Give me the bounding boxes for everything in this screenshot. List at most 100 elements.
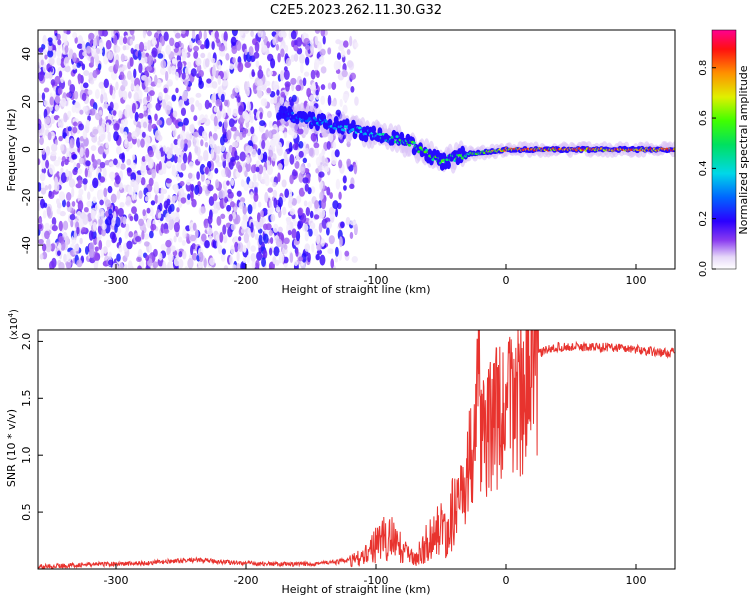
heatmap-cell: [133, 181, 139, 192]
heatmap-cell: [342, 104, 348, 115]
heatmap-cell: [197, 120, 202, 126]
heatmap-cell: [107, 113, 112, 120]
heatmap-cell: [38, 218, 43, 224]
heatmap-cell: [130, 47, 135, 55]
heatmap-cell: [200, 172, 205, 182]
heatmap-cell: [107, 51, 114, 61]
heatmap-cell: [81, 40, 86, 51]
heatmap-cell: [202, 184, 207, 192]
heatmap-cell: [354, 42, 359, 48]
heatmap-cell: [320, 84, 326, 90]
heatmap-cell: [112, 262, 119, 269]
heatmap-cell: [253, 88, 258, 95]
heatmap-cell: [111, 92, 116, 100]
heatmap-cell: [339, 98, 343, 108]
heatmap-cell: [154, 148, 159, 155]
heatmap-cell: [291, 198, 297, 206]
heatmap-cell: [302, 177, 309, 184]
heatmap-cell: [146, 30, 152, 37]
heatmap-cell: [82, 105, 88, 112]
heatmap-cell: [298, 140, 304, 149]
heatmap-cell: [309, 43, 314, 54]
heatmap-cell: [116, 190, 121, 200]
heatmap-cell: [203, 30, 207, 41]
heatmap-cell: [120, 53, 125, 63]
heatmap-cell: [445, 158, 449, 162]
heatmap-cell: [227, 226, 233, 238]
heatmap-cell: [199, 163, 206, 175]
heatmap-cell: [109, 101, 114, 111]
heatmap-cell: [114, 223, 118, 234]
heatmap-cell: [258, 164, 264, 175]
heatmap-cell: [141, 156, 146, 163]
heatmap-cell: [327, 94, 332, 106]
heatmap-cell: [226, 129, 232, 141]
heatmap-cell: [314, 30, 321, 34]
heatmap-cell: [68, 178, 76, 188]
heatmap-cell: [117, 207, 124, 217]
heatmap-cell: [212, 208, 219, 214]
heatmap-cell: [127, 260, 133, 269]
heatmap-cell: [305, 206, 311, 217]
heatmap-cell: [215, 179, 220, 189]
figure-title: C2E5.2023.262.11.30.G32: [270, 3, 442, 18]
heatmap-cell: [334, 246, 339, 257]
heatmap-cell: [264, 80, 271, 87]
heatmap-cell: [255, 60, 260, 68]
heatmap-cell: [198, 80, 204, 89]
heatmap-cell: [143, 42, 149, 50]
heatmap-cell: [38, 238, 44, 245]
heatmap-cell: [299, 79, 303, 85]
heatmap-cell: [340, 49, 346, 58]
heatmap-cell: [191, 198, 197, 208]
heatmap-cell: [140, 138, 145, 148]
heatmap-cell: [125, 196, 132, 207]
heatmap-cell: [107, 259, 114, 266]
heatmap-cell: [135, 174, 142, 184]
heatmap-cell: [122, 45, 127, 51]
heatmap-cell: [346, 158, 352, 167]
heatmap-cell: [78, 157, 85, 165]
heatmap-cell: [307, 252, 311, 263]
heatmap-cell: [183, 117, 189, 126]
heatmap-cell: [284, 44, 289, 53]
heatmap-cell: [205, 38, 209, 49]
heatmap-cell: [197, 39, 202, 46]
heatmap-cell: [107, 185, 113, 194]
heatmap-cell: [83, 137, 89, 147]
heatmap-cell: [172, 110, 178, 118]
heatmap-cell: [273, 246, 280, 257]
heatmap-cell: [346, 49, 351, 55]
heatmap-cell: [39, 253, 44, 260]
heatmap-cell: [154, 113, 158, 121]
heatmap-cell: [262, 166, 267, 176]
heatmap-cell: [300, 163, 306, 175]
heatmap-cell: [236, 161, 241, 170]
heatmap-cell: [326, 186, 331, 196]
heatmap-cell: [238, 201, 245, 210]
heatmap-cell: [209, 257, 216, 266]
heatmap-cell: [338, 191, 342, 200]
heatmap-cell: [252, 173, 257, 183]
heatmap-cell: [98, 81, 105, 89]
heatmap-cell: [79, 237, 83, 245]
heatmap-cell: [176, 162, 183, 173]
heatmap-cell: [98, 240, 103, 251]
heatmap-cell: [305, 147, 309, 154]
heatmap-cell: [174, 32, 181, 39]
spectrogram-heatmap: [38, 30, 675, 269]
heatmap-cell: [57, 87, 63, 95]
heatmap-cell: [61, 33, 68, 43]
heatmap-cell: [189, 124, 195, 133]
heatmap-cell: [142, 105, 147, 111]
heatmap-cell: [102, 103, 109, 109]
heatmap-cell: [178, 99, 185, 109]
heatmap-cell: [72, 168, 78, 176]
heatmap-cell: [71, 104, 76, 113]
heatmap-cell: [148, 230, 154, 239]
heatmap-cell: [250, 222, 254, 233]
heatmap-cell: [245, 145, 252, 153]
heatmap-cell: [204, 141, 209, 148]
heatmap-cell: [57, 122, 64, 128]
heatmap-cell: [262, 249, 268, 259]
